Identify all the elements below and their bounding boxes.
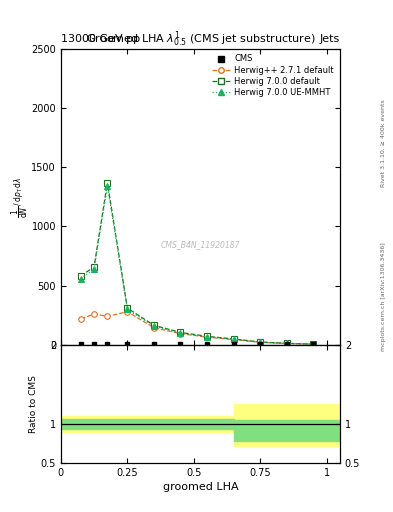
Herwig++ 2.7.1 default [311,341,316,347]
CMS [231,342,236,348]
Herwig 7.0.0 default [125,305,130,311]
Herwig++ 2.7.1 default [285,340,289,347]
Herwig++ 2.7.1 default [79,316,83,322]
Herwig 7.0.0 default [105,180,110,186]
Herwig++ 2.7.1 default [105,313,110,319]
Herwig 7.0.0 UE-MMHT [311,341,316,347]
CMS [205,342,209,348]
Herwig 7.0.0 UE-MMHT [79,275,83,282]
Herwig 7.0.0 default [92,264,97,270]
Y-axis label: Ratio to CMS: Ratio to CMS [29,375,38,433]
Herwig 7.0.0 default [205,333,209,339]
X-axis label: groomed LHA: groomed LHA [163,482,238,493]
CMS [152,342,156,348]
CMS [79,342,83,348]
Herwig++ 2.7.1 default [125,309,130,315]
CMS [258,342,263,348]
Herwig++ 2.7.1 default [205,334,209,340]
CMS [105,342,110,348]
CMS [311,342,316,348]
Herwig++ 2.7.1 default [152,325,156,331]
Line: Herwig++ 2.7.1 default: Herwig++ 2.7.1 default [78,309,316,347]
Herwig++ 2.7.1 default [92,311,97,317]
Y-axis label: $\mathrm{d}^2N$
$\overline{\mathrm{d}p_\mathrm{T}\,\mathrm{d}\lambda}$

$\dfrac{: $\mathrm{d}^2N$ $\overline{\mathrm{d}p_\… [0,176,30,218]
Title: Groomed LHA $\lambda^{1}_{0.5}$ (CMS jet substructure): Groomed LHA $\lambda^{1}_{0.5}$ (CMS jet… [86,29,315,49]
CMS [125,342,130,348]
Herwig 7.0.0 UE-MMHT [258,339,263,345]
Herwig 7.0.0 UE-MMHT [178,330,183,336]
Herwig 7.0.0 default [258,339,263,345]
Legend: CMS, Herwig++ 2.7.1 default, Herwig 7.0.0 default, Herwig 7.0.0 UE-MMHT: CMS, Herwig++ 2.7.1 default, Herwig 7.0.… [210,53,336,98]
CMS [285,342,289,348]
Herwig 7.0.0 UE-MMHT [285,340,289,347]
Herwig 7.0.0 default [152,322,156,328]
Herwig++ 2.7.1 default [231,336,236,343]
Herwig 7.0.0 UE-MMHT [205,334,209,340]
Herwig++ 2.7.1 default [258,339,263,345]
CMS [92,342,97,348]
Herwig 7.0.0 default [311,341,316,347]
Text: Jets: Jets [320,33,340,44]
Herwig 7.0.0 UE-MMHT [231,336,236,342]
Text: CMS_B4N_11920187: CMS_B4N_11920187 [161,240,240,249]
Herwig 7.0.0 UE-MMHT [105,183,110,189]
Text: Rivet 3.1.10, ≥ 400k events: Rivet 3.1.10, ≥ 400k events [381,99,386,187]
CMS [178,342,183,348]
Herwig 7.0.0 default [285,340,289,347]
Herwig 7.0.0 default [178,329,183,335]
Herwig++ 2.7.1 default [178,331,183,337]
Text: 13000 GeV pp: 13000 GeV pp [61,33,140,44]
Text: mcplots.cern.ch [arXiv:1306.3436]: mcplots.cern.ch [arXiv:1306.3436] [381,243,386,351]
Herwig 7.0.0 UE-MMHT [152,323,156,329]
Herwig 7.0.0 default [231,336,236,342]
Line: CMS: CMS [79,342,316,347]
Herwig 7.0.0 default [79,273,83,279]
Line: Herwig 7.0.0 UE-MMHT: Herwig 7.0.0 UE-MMHT [78,183,316,347]
Line: Herwig 7.0.0 default: Herwig 7.0.0 default [78,180,316,347]
Herwig 7.0.0 UE-MMHT [92,266,97,272]
Herwig 7.0.0 UE-MMHT [125,306,130,312]
